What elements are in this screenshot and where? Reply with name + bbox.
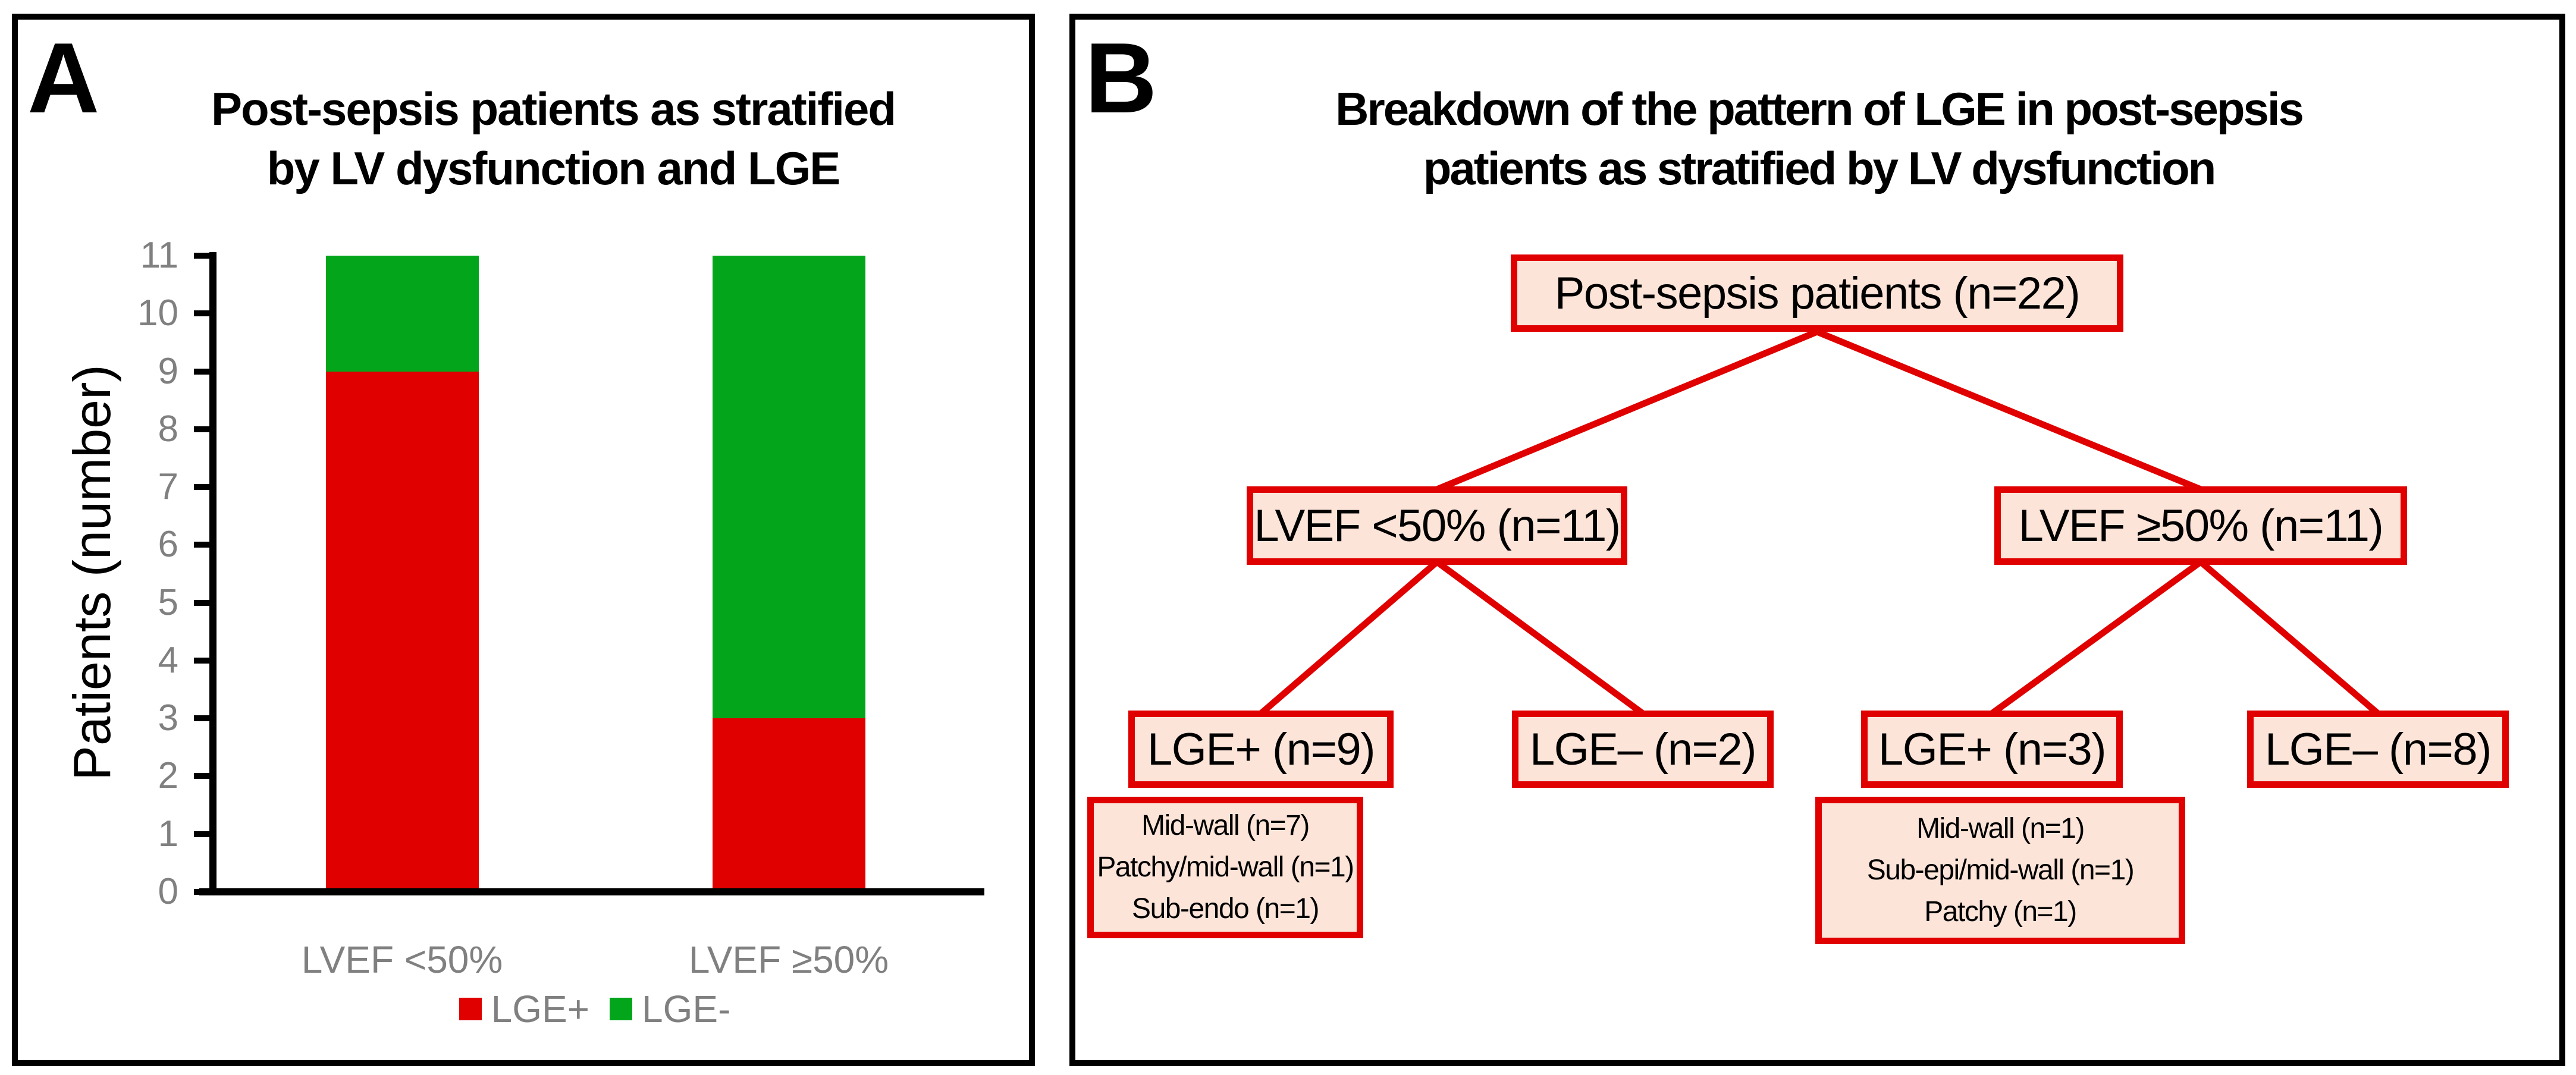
panel-b-title: Breakdown of the pattern of LGE in post-… <box>1194 79 2443 198</box>
y-tick-mark-4 <box>194 657 209 664</box>
detail-line: Sub-endo (n=1) <box>1132 893 1319 925</box>
chart-legend: LGE+ LGE- <box>89 990 1100 1028</box>
legend-item-lge-pos: LGE+ <box>459 990 589 1028</box>
legend-item-lge-neg: LGE- <box>610 990 730 1028</box>
panel-a-title-line1: Post-sepsis patients as stratified <box>211 83 896 135</box>
y-tick-mark-11 <box>194 253 209 259</box>
tree-connector-lines <box>1259 328 2380 716</box>
y-tick-label-10: 10 <box>137 293 178 334</box>
legend-label: LGE+ <box>491 988 590 1030</box>
y-tick-label-2: 2 <box>158 755 178 797</box>
panel-b-title-line1: Breakdown of the pattern of LGE in post-… <box>1335 83 2304 135</box>
detail-line: Patchy (n=1) <box>1924 896 2077 928</box>
panel-a: A Post-sepsis patients as stratified by … <box>12 14 1035 1066</box>
detail-line: Patchy/mid-wall (n=1) <box>1097 851 1354 883</box>
y-tick-label-0: 0 <box>158 871 178 912</box>
tree-node-ge50-lge-neg: LGE– (n=8) <box>2247 711 2509 788</box>
bar-lvef-lt50 <box>326 256 479 892</box>
y-tick-label-1: 1 <box>158 813 178 854</box>
connector-root-to-lvef-lt50 <box>1435 328 1819 493</box>
tree-detail-ge50-lge-pos: Mid-wall (n=1) Sub-epi/mid-wall (n=1) Pa… <box>1815 797 2185 944</box>
panel-a-title-line2: by LV dysfunction and LGE <box>266 142 841 194</box>
y-tick-label-5: 5 <box>158 581 178 623</box>
y-tick-label-11: 11 <box>140 235 178 276</box>
tree-detail-lt50-lge-pos: Mid-wall (n=7) Patchy/mid-wall (n=1) Sub… <box>1087 797 1363 938</box>
connector-root-to-lvef-ge50 <box>1815 328 2202 493</box>
y-tick-mark-2 <box>194 773 209 779</box>
y-tick-label-7: 7 <box>158 466 178 508</box>
y-axis-line <box>209 252 217 892</box>
tree-node-root: Post-sepsis patients (n=22) <box>1511 254 2123 332</box>
y-tick-mark-1 <box>194 831 209 837</box>
y-tick-label-9: 9 <box>158 350 178 392</box>
tree-node-ge50-lge-pos: LGE+ (n=3) <box>1861 711 2123 788</box>
y-tick-mark-3 <box>194 715 209 722</box>
x-category-label-lvef-ge50: LVEF ≥50% <box>688 938 889 981</box>
y-tick-label-8: 8 <box>158 408 178 450</box>
connector-lt50-to-lge-pos <box>1259 559 1439 716</box>
bar-segment-lge-neg <box>713 256 865 719</box>
detail-line: Sub-epi/mid-wall (n=1) <box>1866 854 2135 886</box>
y-tick-label-6: 6 <box>158 524 178 565</box>
y-tick-mark-8 <box>194 426 209 432</box>
tree-node-lt50-lge-pos: LGE+ (n=9) <box>1128 711 1394 788</box>
connector-ge50-to-lge-neg <box>2198 559 2380 716</box>
connector-lt50-to-lge-neg <box>1435 559 1645 716</box>
y-tick-mark-5 <box>194 599 209 606</box>
y-tick-mark-7 <box>194 484 209 491</box>
x-axis-line <box>199 888 984 895</box>
bar-segment-lge-neg <box>326 256 479 372</box>
y-tick-mark-6 <box>194 542 209 548</box>
x-category-label-lvef-lt50: LVEF <50% <box>301 938 503 981</box>
panel-b-label: B <box>1085 22 1157 134</box>
detail-line: Mid-wall (n=1) <box>1916 813 2085 844</box>
tree-node-lt50-lge-neg: LGE– (n=2) <box>1512 711 1774 788</box>
panel-b-title-line2: patients as stratified by LV dysfunction <box>1423 142 2216 194</box>
bar-segment-lge-pos <box>326 371 479 892</box>
tree-node-lvef-ge50: LVEF ≥50% (n=11) <box>1994 486 2407 565</box>
bar-lvef-ge50 <box>713 256 865 892</box>
bar-segment-lge-pos <box>713 718 865 892</box>
y-tick-label-3: 3 <box>158 697 178 739</box>
connector-ge50-to-lge-pos <box>1990 559 2203 716</box>
y-tick-mark-10 <box>194 310 209 317</box>
panel-b: B Breakdown of the pattern of LGE in pos… <box>1069 14 2565 1066</box>
legend-label: LGE- <box>642 988 731 1030</box>
y-tick-label-4: 4 <box>158 639 178 681</box>
panel-a-title: Post-sepsis patients as stratified by LV… <box>137 79 969 198</box>
panel-a-label: A <box>27 22 100 134</box>
y-tick-mark-9 <box>194 368 209 375</box>
legend-swatch-icon <box>459 998 482 1020</box>
legend-swatch-icon <box>610 998 633 1020</box>
tree-node-lvef-lt50: LVEF <50% (n=11) <box>1247 486 1627 565</box>
detail-line: Mid-wall (n=7) <box>1141 810 1310 841</box>
